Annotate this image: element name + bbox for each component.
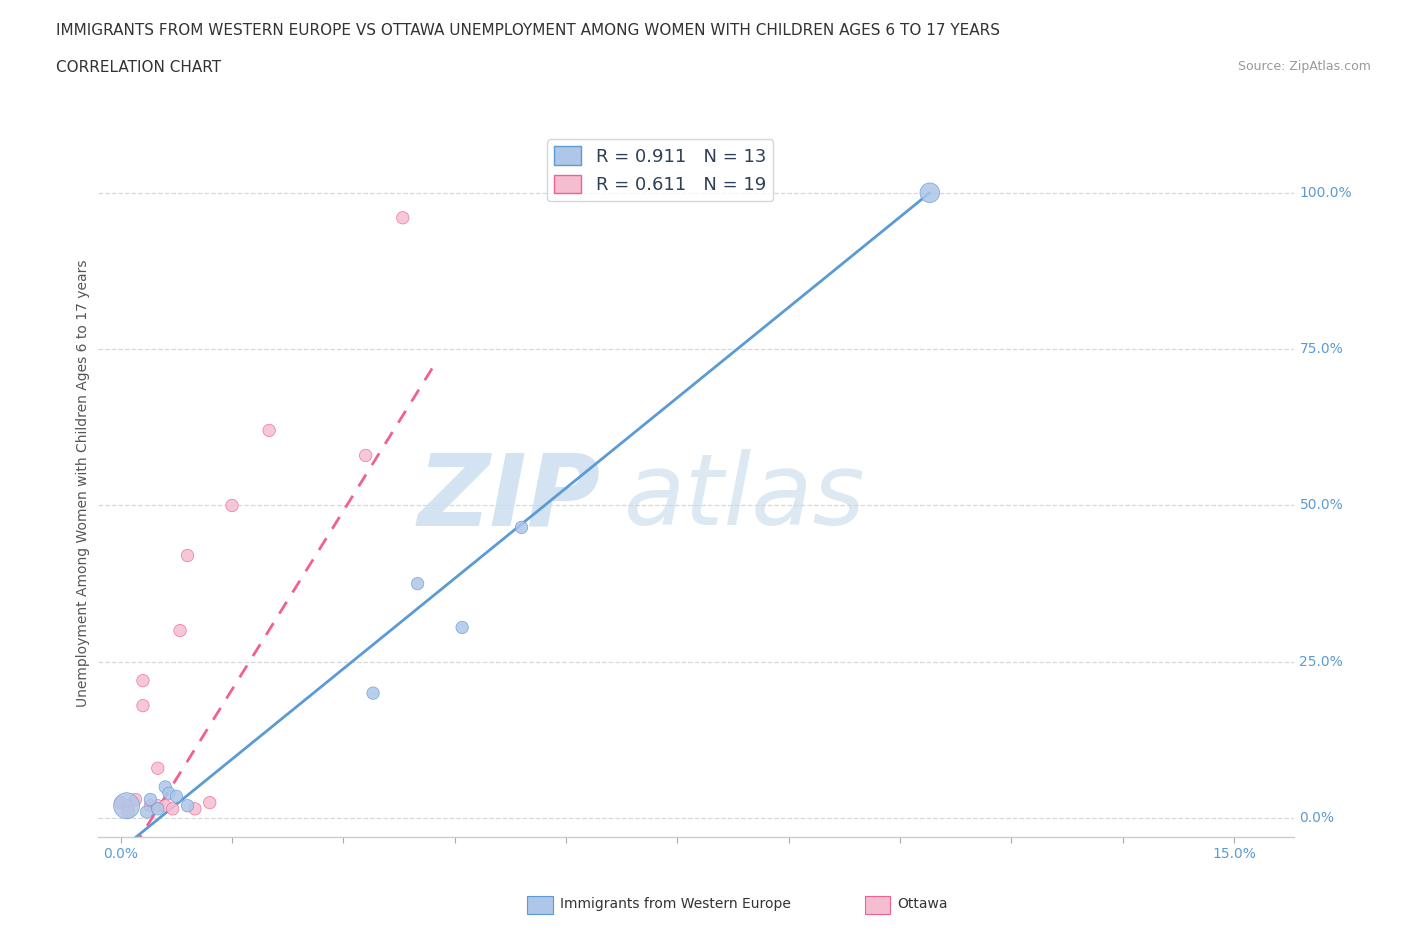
Point xyxy=(132,698,155,713)
Point xyxy=(139,798,162,813)
Point xyxy=(451,620,474,635)
Point xyxy=(155,798,177,813)
Point xyxy=(354,448,377,463)
Text: ZIP: ZIP xyxy=(418,449,600,546)
Point xyxy=(157,786,180,801)
Text: 0.0%: 0.0% xyxy=(1299,811,1334,825)
Point xyxy=(135,804,157,819)
Text: IMMIGRANTS FROM WESTERN EUROPE VS OTTAWA UNEMPLOYMENT AMONG WOMEN WITH CHILDREN : IMMIGRANTS FROM WESTERN EUROPE VS OTTAWA… xyxy=(56,23,1000,38)
Point xyxy=(139,792,162,807)
Point xyxy=(391,210,413,225)
Point xyxy=(176,798,198,813)
Point xyxy=(132,673,155,688)
Point xyxy=(110,795,132,810)
Point xyxy=(146,761,169,776)
Point xyxy=(257,423,280,438)
Point xyxy=(117,804,139,819)
Legend: R = 0.911   N = 13, R = 0.611   N = 19: R = 0.911 N = 13, R = 0.611 N = 19 xyxy=(547,140,773,202)
Text: 50.0%: 50.0% xyxy=(1299,498,1343,512)
Point xyxy=(221,498,243,513)
Text: Source: ZipAtlas.com: Source: ZipAtlas.com xyxy=(1237,60,1371,73)
Point xyxy=(510,520,533,535)
Text: Immigrants from Western Europe: Immigrants from Western Europe xyxy=(560,897,790,911)
Point xyxy=(155,779,177,794)
Text: CORRELATION CHART: CORRELATION CHART xyxy=(56,60,221,75)
Text: atlas: atlas xyxy=(624,449,866,546)
Y-axis label: Unemployment Among Women with Children Ages 6 to 17 years: Unemployment Among Women with Children A… xyxy=(76,259,90,708)
Point xyxy=(117,798,139,813)
Text: 100.0%: 100.0% xyxy=(1299,186,1353,200)
Point xyxy=(198,795,221,810)
Point xyxy=(184,802,207,817)
Point xyxy=(115,798,138,813)
Point xyxy=(146,798,169,813)
Point xyxy=(124,792,146,807)
Point xyxy=(361,685,384,700)
Point xyxy=(176,548,198,563)
Point xyxy=(406,577,429,591)
Point xyxy=(169,623,191,638)
Text: 25.0%: 25.0% xyxy=(1299,655,1343,669)
Text: Ottawa: Ottawa xyxy=(897,897,948,911)
Text: 75.0%: 75.0% xyxy=(1299,342,1343,356)
Point xyxy=(165,789,187,804)
Point xyxy=(162,802,184,817)
Point xyxy=(146,802,169,817)
Point xyxy=(918,185,941,200)
